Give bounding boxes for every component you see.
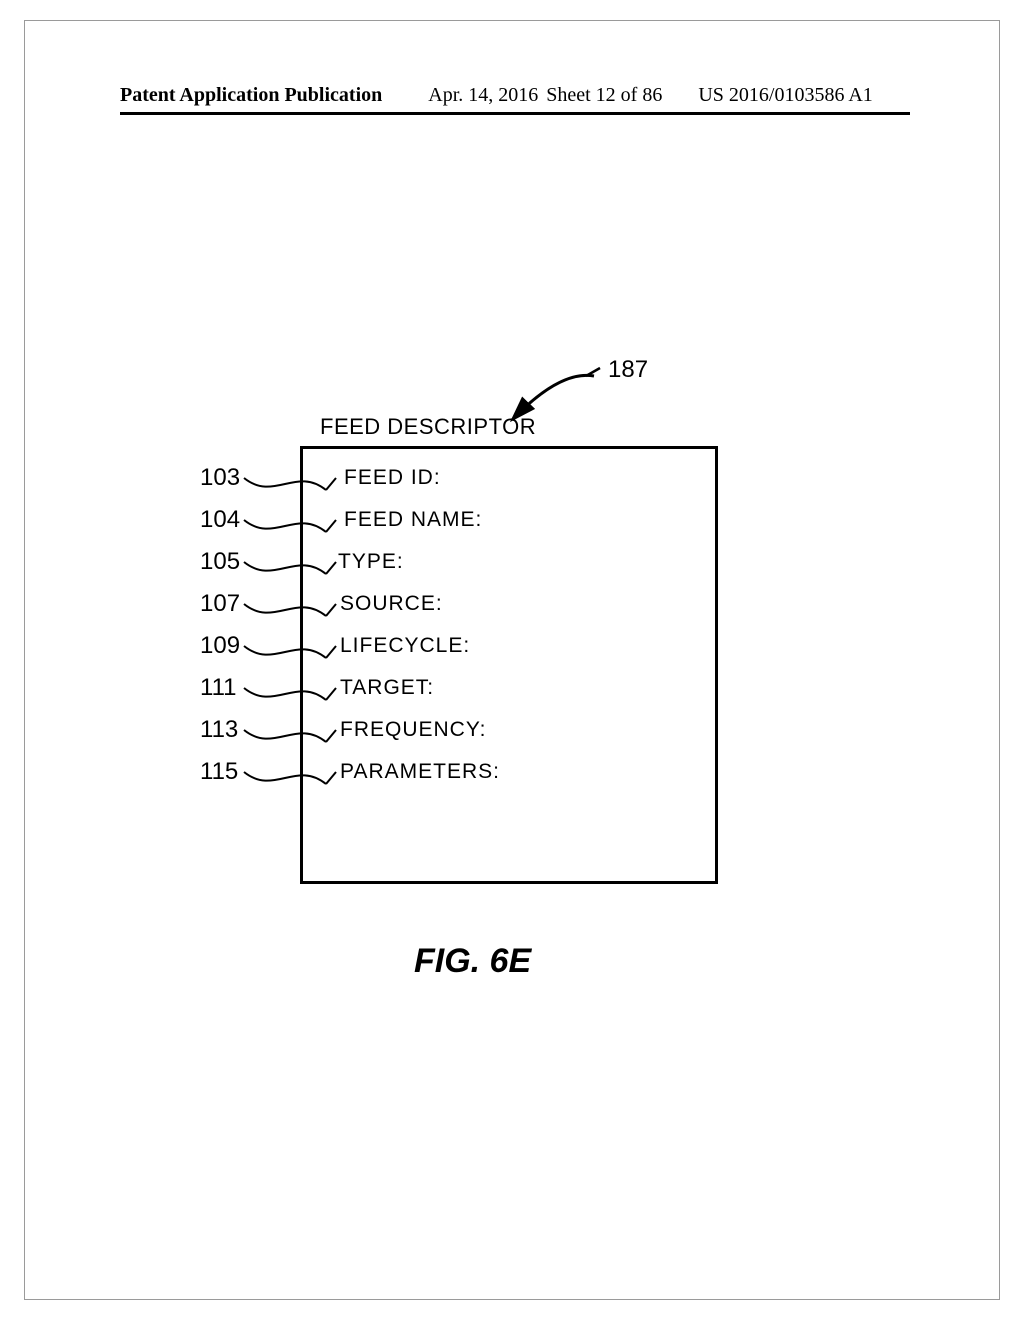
figure-caption: FIG. 6E: [414, 942, 531, 981]
diagram-title: FEED DESCRIPTOR: [320, 414, 536, 440]
field-label-113: FREQUENCY:: [340, 718, 487, 742]
field-ref-109: 109: [200, 632, 240, 660]
main-ref-number: 187: [608, 356, 648, 384]
field-label-107: SOURCE:: [340, 592, 443, 616]
field-ref-104: 104: [200, 506, 240, 534]
field-ref-103: 103: [200, 464, 240, 492]
field-label-115: PARAMETERS:: [340, 760, 500, 784]
field-label-111: TARGET:: [340, 676, 434, 700]
feed-descriptor-diagram: FEED DESCRIPTOR 187 103 FEED ID: 104 FEED NAM…: [0, 0, 1024, 1320]
field-ref-107: 107: [200, 590, 240, 618]
field-label-105: TYPE:: [338, 550, 404, 574]
field-ref-105: 105: [200, 548, 240, 576]
field-ref-111: 111: [200, 674, 236, 702]
field-label-104: FEED NAME:: [344, 508, 482, 532]
field-label-109: LIFECYCLE:: [340, 634, 470, 658]
field-ref-113: 113: [200, 716, 238, 744]
field-ref-115: 115: [200, 758, 238, 786]
field-label-103: FEED ID:: [344, 466, 441, 490]
